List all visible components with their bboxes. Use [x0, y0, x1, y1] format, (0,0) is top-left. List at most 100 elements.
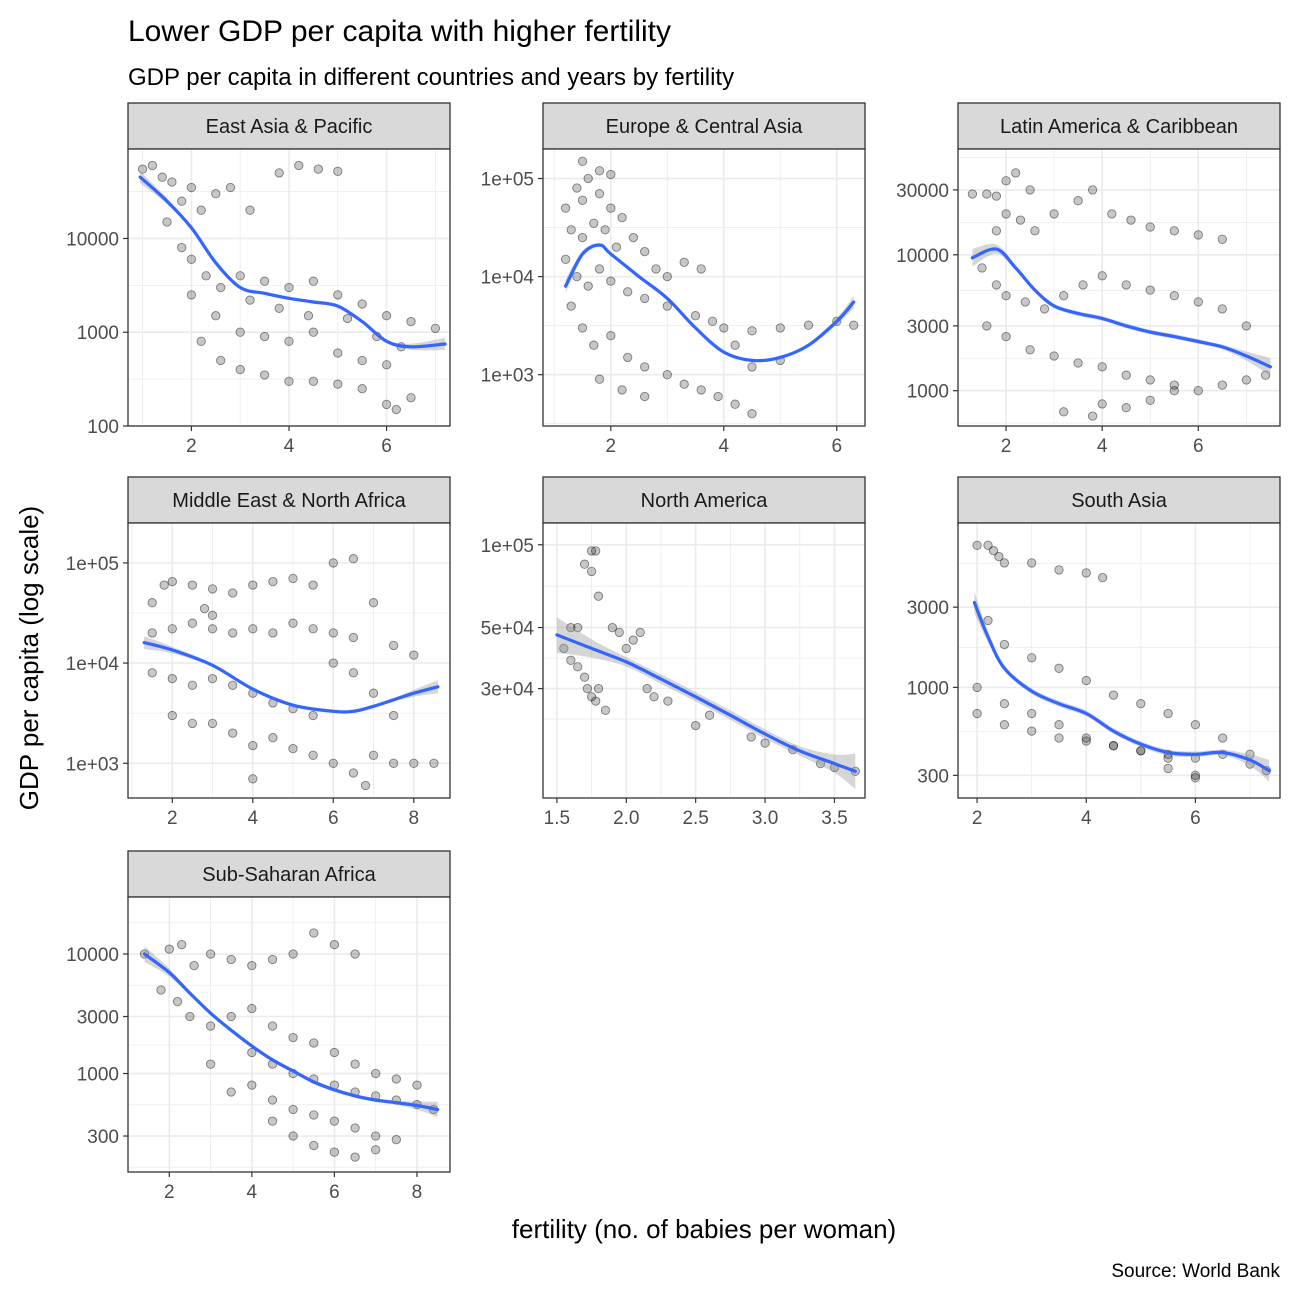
y-tick-label: 30000 — [896, 181, 949, 202]
data-point — [589, 218, 599, 228]
data-point — [196, 205, 206, 215]
strip-label: Middle East & North Africa — [172, 490, 406, 512]
x-tick-label: 2.0 — [613, 808, 639, 829]
x-axis: 2 4 6 — [606, 426, 842, 457]
data-point — [207, 673, 218, 684]
data-point — [228, 588, 238, 598]
data-point — [368, 598, 379, 608]
data-point — [1097, 572, 1108, 583]
data-point — [746, 732, 756, 742]
data-point — [1073, 358, 1083, 368]
x-tick-label: 2 — [164, 1182, 175, 1203]
data-point — [640, 293, 650, 304]
data-point — [388, 640, 399, 651]
data-point — [1260, 370, 1271, 380]
data-point — [1163, 763, 1173, 774]
strip-north-america — [542, 476, 866, 524]
data-point — [308, 624, 318, 634]
data-point — [147, 668, 157, 678]
data-point — [1001, 291, 1011, 301]
data-point — [177, 242, 187, 253]
data-point — [211, 189, 221, 199]
data-point — [747, 362, 757, 372]
data-point — [187, 618, 198, 628]
data-point — [614, 627, 624, 638]
x-tick-label: 4 — [1097, 436, 1108, 457]
data-point — [284, 376, 294, 386]
points-layer — [967, 168, 1271, 421]
strip-label: Sub-Saharan Africa — [202, 864, 376, 886]
data-point — [1030, 226, 1040, 236]
smooth-line — [972, 600, 1271, 773]
data-point — [577, 323, 588, 333]
data-point — [600, 705, 611, 715]
data-point — [594, 189, 605, 199]
data-point — [972, 540, 982, 550]
data-point — [566, 655, 576, 665]
panel-middle-east-and-north-africa: Middle East & North Africa 2 4 6 8 1e+03 1e+04… — [66, 476, 451, 829]
panel-background — [128, 897, 450, 1172]
data-point — [368, 688, 379, 698]
x-tick-label: 3.5 — [821, 808, 847, 829]
data-point — [167, 673, 177, 684]
data-point — [1241, 321, 1252, 331]
data-point — [235, 271, 245, 281]
y-axis-label: GDP per capita (log scale) — [14, 506, 44, 810]
x-tick-label: 2 — [1001, 436, 1012, 457]
x-tick-label: 4 — [284, 436, 295, 457]
data-point — [207, 624, 218, 634]
data-point — [662, 301, 672, 311]
data-point — [560, 254, 571, 264]
x-tick-label: 6 — [831, 436, 842, 457]
data-point — [1087, 411, 1098, 421]
x-tick-label: 2 — [167, 808, 178, 829]
data-point — [248, 580, 258, 590]
data-point — [187, 680, 198, 690]
points-layer — [560, 156, 859, 419]
data-point — [350, 949, 360, 959]
data-point — [1169, 380, 1179, 390]
data-point — [607, 622, 618, 633]
smooth-line — [564, 243, 856, 363]
data-point — [640, 391, 650, 402]
data-point — [1059, 407, 1069, 417]
data-point — [730, 340, 740, 350]
panel-border — [127, 522, 451, 799]
data-point — [274, 168, 284, 178]
data-point — [1078, 280, 1088, 290]
data-point — [328, 558, 338, 568]
data-point — [172, 996, 183, 1007]
data-point — [849, 320, 859, 330]
data-point — [303, 311, 314, 321]
data-point — [577, 195, 588, 205]
data-point — [1027, 558, 1037, 568]
data-point — [1059, 291, 1069, 301]
panel-background — [958, 149, 1280, 426]
data-point — [999, 720, 1010, 730]
data-point — [284, 336, 294, 346]
data-point — [259, 276, 270, 286]
chart-title: Lower GDP per capita with higher fertili… — [128, 15, 671, 48]
data-point — [284, 282, 294, 293]
data-point — [606, 203, 616, 213]
data-point — [617, 212, 627, 223]
data-point — [621, 643, 631, 654]
data-point — [268, 733, 278, 743]
grid-lines — [128, 523, 450, 798]
data-point — [288, 743, 298, 754]
data-point — [994, 551, 1004, 562]
data-point — [775, 323, 785, 333]
data-point — [235, 364, 245, 375]
data-point — [333, 348, 343, 358]
data-point — [294, 160, 304, 171]
data-point — [147, 160, 158, 171]
data-point — [696, 385, 706, 395]
data-point — [245, 205, 255, 215]
data-point — [226, 1011, 236, 1022]
data-point — [186, 290, 197, 300]
data-point — [288, 618, 298, 628]
data-point — [1025, 345, 1035, 355]
data-point — [1217, 304, 1227, 314]
y-tick-label: 1e+03 — [66, 754, 119, 775]
